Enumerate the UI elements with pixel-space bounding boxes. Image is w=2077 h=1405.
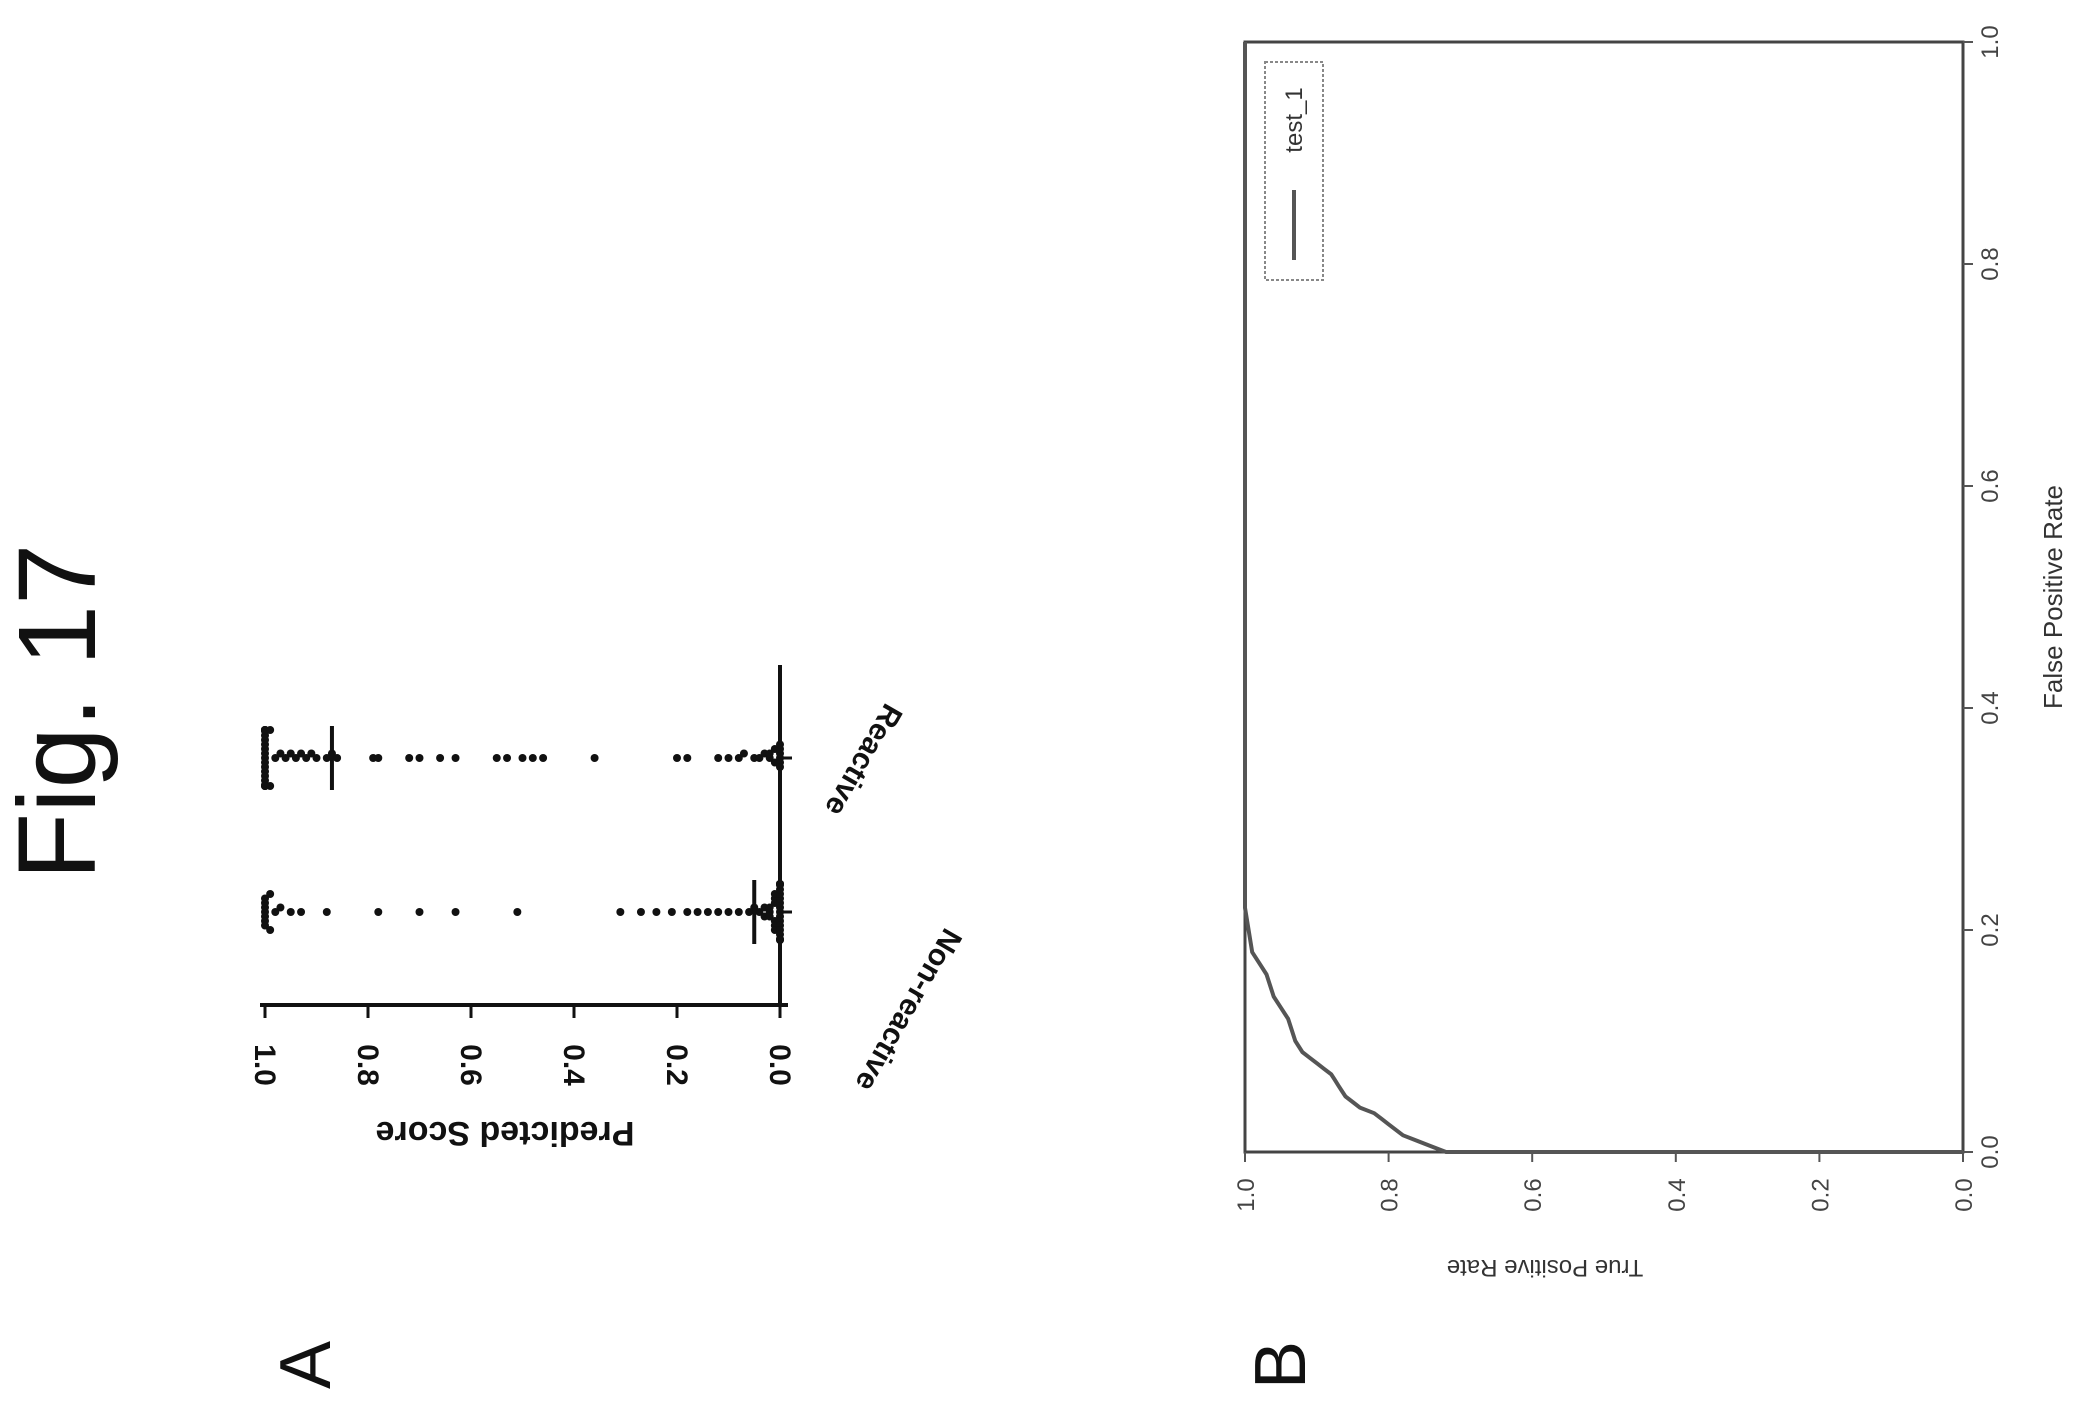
panel-b-y-axis-label: True Positive Rate (1447, 1254, 1644, 1281)
panel-b-x-tick-label: 0.0 (1977, 1135, 2004, 1168)
panel-a-data-point (724, 908, 733, 916)
panel-a-data-point (261, 921, 269, 930)
panel-a-y-axis-label: Predicted Score (376, 1114, 635, 1152)
panel-a-dot-plot: 0.0 0.2 0.4 0.6 0.8 1.0 Predicted Score Non-r… (248, 665, 968, 1152)
panel-a-data-point (281, 754, 290, 762)
panel-a-data-point (652, 908, 661, 916)
panel-b-x-tick-label: 0.6 (1977, 469, 2004, 502)
panel-a-data-point (436, 754, 445, 762)
panel-a-letter: A (266, 1341, 346, 1389)
panel-a-data-point (703, 908, 712, 916)
panel-a-y-tick-label: 0.6 (454, 1044, 487, 1086)
panel-a-data-point (513, 908, 522, 916)
panel-a-y-tick-label: 0.0 (763, 1044, 796, 1086)
panel-a-data-point (302, 754, 311, 762)
panel-a-data-point (374, 908, 383, 916)
panel-a-data-point (276, 903, 285, 912)
panel-b-y-tick-label: 0.2 (1807, 1178, 1834, 1211)
panel-a-data-point (745, 908, 754, 916)
panel-a-y-tick-label: 0.8 (351, 1044, 384, 1086)
panel-b-roc-chart: 0.0 0.2 0.4 0.6 0.8 1.0 0.0 0.2 0.4 0.6 0.8 1.0 Tr… (1233, 25, 2068, 1281)
panel-a-data-point (261, 894, 269, 903)
panel-a-data-point (266, 782, 275, 790)
panel-a-data-point (734, 754, 743, 762)
panel-b-x-tick-label: 0.2 (1977, 913, 2004, 946)
panel-b-legend: test_1 (1264, 61, 1324, 281)
panel-a-data-point (297, 749, 306, 758)
panel-a-data-point (271, 754, 280, 762)
panel-a-data-point (492, 754, 501, 762)
panel-a-data-point (755, 908, 764, 916)
panel-a-data-point (451, 908, 460, 916)
panel-a-data-point (266, 926, 275, 934)
panel-b-x-tick-label: 1.0 (1977, 25, 2004, 58)
panel-a-data-point (374, 754, 383, 762)
panel-a-data-point (755, 754, 764, 762)
panel-a-data-point (266, 726, 275, 734)
panel-a-data-point (405, 754, 414, 762)
panel-b-series-line (1243, 42, 1963, 1154)
panel-a-data-point (312, 754, 321, 762)
panel-a-data-point (528, 754, 537, 762)
panel-a-data-point (724, 754, 733, 762)
panel-a-data-point (683, 754, 692, 762)
panel-a-data-point (415, 908, 424, 916)
panel-a-data-point (518, 754, 527, 762)
panel-a-data-point (297, 908, 306, 916)
panel-b-x-tick-label: 0.4 (1977, 691, 2004, 724)
panel-b-y-tick-label: 1.0 (1233, 1178, 1260, 1211)
panel-a-data-point (739, 749, 748, 758)
panel-a-data-point (291, 754, 300, 762)
panel-a-data-point (776, 763, 784, 771)
panel-a-data-point (765, 749, 774, 758)
panel-a-data-point (693, 908, 702, 916)
panel-a-data-point (765, 903, 774, 912)
panel-a-data-point (734, 908, 743, 916)
panel-a-data-point (776, 740, 784, 749)
figure-title: Fig. 17 (0, 544, 119, 880)
panel-a-data-point (765, 912, 774, 921)
panel-a-data-point (266, 890, 275, 898)
panel-a-y-tick-label: 0.2 (660, 1044, 693, 1086)
panel-b-y-tick-label: 0.4 (1664, 1178, 1691, 1211)
panel-a-data-point (415, 754, 424, 762)
panel-a-data-point (683, 908, 692, 916)
panel-a-category-label: Non-reactive (849, 923, 968, 1097)
panel-a-data-point (714, 908, 723, 916)
panel-a-data-point (286, 749, 295, 758)
panel-a-data-point (271, 908, 280, 916)
panel-b-legend-label: test_1 (1281, 87, 1308, 152)
panel-a-data-point (333, 754, 342, 762)
panel-b-y-tick-label: 0.0 (1951, 1178, 1978, 1211)
panel-a-data-point (776, 936, 784, 944)
panel-b-x-axis-label: False Positive Rate (2038, 485, 2068, 709)
panel-a-data-point (322, 754, 331, 762)
panel-b-x-tick-label: 0.8 (1977, 247, 2004, 280)
panel-a-y-tick-label: 0.4 (557, 1044, 590, 1086)
panel-a-data-point (539, 754, 548, 762)
panel-a-data-point (714, 754, 723, 762)
panel-a-y-tick-label: 1.0 (248, 1044, 281, 1086)
panel-a-data-point (503, 754, 512, 762)
panel-a-data-point (276, 749, 285, 758)
panel-b-plot-frame (1243, 40, 1965, 1154)
panel-a-data-point (590, 754, 599, 762)
panel-b-letter: B (1241, 1341, 1321, 1389)
panel-a-data-point (307, 749, 316, 758)
panel-a-data-point (616, 908, 625, 916)
panel-a-data-point (776, 880, 784, 888)
panel-a-data-point (286, 908, 295, 916)
panel-b-y-tick-label: 0.8 (1377, 1178, 1404, 1211)
panel-a-data-point (636, 908, 645, 916)
panel-a-data-point (322, 908, 331, 916)
panel-a-data-point (673, 754, 681, 762)
panel-a-category-label: Reactive (818, 698, 908, 821)
panel-a-data-point (667, 908, 676, 916)
panel-a-data-point (451, 754, 460, 762)
panel-b-y-tick-label: 0.6 (1520, 1178, 1547, 1211)
